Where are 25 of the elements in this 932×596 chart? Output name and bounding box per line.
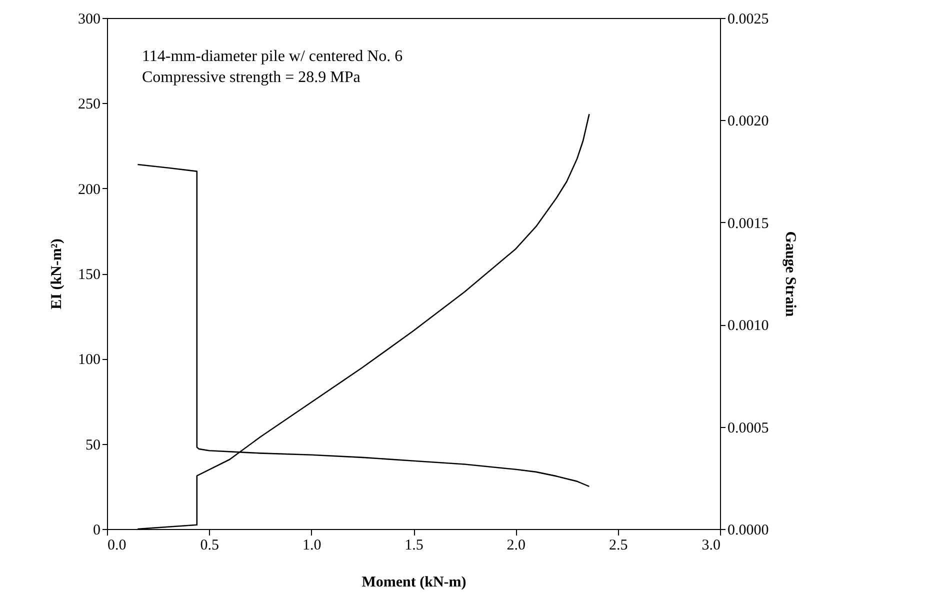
y-tick-label: 0 — [93, 522, 100, 538]
y-tick-label: 200 — [78, 182, 100, 198]
x-tick-label: 2.0 — [506, 538, 526, 554]
annotation: Compressive strength = 28.9 MPa — [142, 69, 360, 86]
x-tick-label: 0.5 — [200, 538, 220, 554]
y-tick-label: 100 — [78, 352, 100, 368]
y2-tick-label: 0.0015 — [728, 216, 769, 232]
annotation: 114-mm-diameter pile w/ centered No. 6 — [142, 48, 403, 65]
y2-tick-label: 0.0010 — [728, 318, 769, 334]
x-tick-label: 3.0 — [702, 538, 720, 554]
y-tick-label: 250 — [78, 96, 100, 113]
y-tick-label: 300 — [78, 12, 100, 28]
y2-tick-label: 0.0000 — [728, 522, 769, 538]
y-axis-title: EI (kN-m²) — [49, 238, 65, 310]
x-axis-title: Moment (kN-m) — [362, 574, 466, 590]
x-tick-label: 2.5 — [608, 538, 628, 554]
y2-tick-label: 0.0025 — [728, 12, 769, 28]
y2-axis-title: Gauge Strain — [782, 231, 798, 318]
x-tick-label: 1.5 — [404, 538, 424, 554]
y-tick-label: 50 — [86, 437, 100, 454]
x-tick-label: 1.0 — [302, 538, 322, 554]
x-tick-label: 0.0 — [108, 538, 126, 554]
y2-tick-label: 0.0020 — [728, 114, 769, 130]
y2-tick-label: 0.0005 — [728, 420, 769, 436]
y-tick-label: 150 — [78, 267, 100, 283]
